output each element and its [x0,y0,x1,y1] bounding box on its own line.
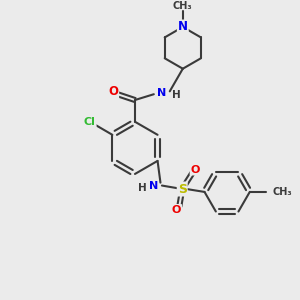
Text: H: H [172,90,181,100]
Text: S: S [178,182,187,196]
Text: CH₃: CH₃ [272,187,292,197]
Text: O: O [190,165,200,175]
Text: H: H [138,183,147,193]
Text: Cl: Cl [84,117,96,127]
Text: O: O [108,85,118,98]
Text: CH₃: CH₃ [173,1,193,11]
Text: N: N [148,181,158,190]
Text: O: O [172,205,181,215]
Text: N: N [157,88,167,98]
Text: N: N [178,20,188,34]
